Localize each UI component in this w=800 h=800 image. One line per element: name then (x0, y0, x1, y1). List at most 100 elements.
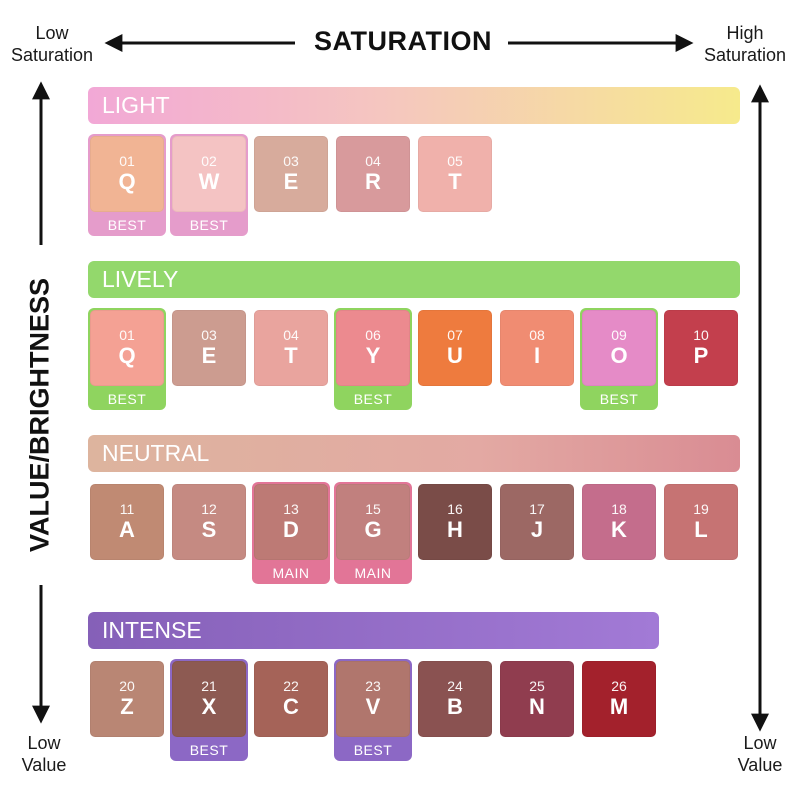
color-swatch: 12 S (172, 484, 246, 560)
color-swatch: 09 O (582, 310, 656, 386)
color-swatch: 04 R (336, 136, 410, 212)
swatch-letter: L (694, 517, 708, 542)
group-band-neutral: NEUTRAL (88, 435, 740, 472)
swatch-letter: E (283, 169, 299, 194)
color-swatch: 17 J (500, 484, 574, 560)
color-swatch: 18 K (582, 484, 656, 560)
swatch-light-w[interactable]: 02 W BEST (170, 134, 248, 236)
group-band-lively: LIVELY (88, 261, 740, 298)
swatch-intense-v[interactable]: 23 V BEST (334, 659, 412, 761)
swatch-intense-z[interactable]: 20 Z (88, 659, 166, 739)
swatch-light-t[interactable]: 05 T (416, 134, 494, 214)
color-swatch: 16 H (418, 484, 492, 560)
swatch-tag-best: BEST (189, 217, 229, 233)
swatch-number: 06 (365, 327, 381, 343)
swatch-neutral-s[interactable]: 12 S (170, 482, 248, 562)
swatch-letter: U (447, 343, 463, 368)
swatch-tag-main: MAIN (272, 565, 310, 581)
swatch-letter: O (610, 343, 628, 368)
color-swatch: 05 T (418, 136, 492, 212)
swatch-number: 11 (119, 501, 135, 517)
color-swatch: 06 Y (336, 310, 410, 386)
swatch-letter: J (530, 517, 544, 542)
group-band-label: NEUTRAL (102, 440, 210, 466)
swatch-neutral-h[interactable]: 16 H (416, 482, 494, 562)
swatch-light-q[interactable]: 01 Q BEST (88, 134, 166, 236)
color-swatch: 01 Q (90, 136, 164, 212)
group-band-label: INTENSE (102, 617, 202, 643)
swatch-intense-c[interactable]: 22 C (252, 659, 330, 739)
swatch-neutral-d[interactable]: 13 D MAIN (252, 482, 330, 584)
swatch-neutral-j[interactable]: 17 J (498, 482, 576, 562)
swatch-letter: T (284, 343, 298, 368)
swatch-lively-o[interactable]: 09 O BEST (580, 308, 658, 410)
swatch-letter: P (693, 343, 709, 368)
swatch-intense-m[interactable]: 26 M (580, 659, 658, 739)
swatch-number: 18 (611, 501, 627, 517)
group-band-label: LIGHT (102, 92, 170, 118)
high-saturation-label: High Saturation (703, 23, 787, 65)
swatch-number: 07 (447, 327, 463, 343)
swatch-letter: Y (365, 343, 381, 368)
swatch-number: 12 (201, 501, 217, 517)
swatch-number: 10 (693, 327, 709, 343)
swatch-neutral-k[interactable]: 18 K (580, 482, 658, 562)
swatch-tag-best: BEST (107, 217, 147, 233)
swatch-lively-u[interactable]: 07 U (416, 308, 494, 388)
swatch-tag-best: BEST (107, 391, 147, 407)
swatch-intense-x[interactable]: 21 X BEST (170, 659, 248, 761)
swatch-lively-p[interactable]: 10 P (662, 308, 740, 388)
swatch-neutral-g[interactable]: 15 G MAIN (334, 482, 412, 584)
swatch-number: 20 (119, 678, 135, 694)
swatch-intense-b[interactable]: 24 B (416, 659, 494, 739)
group-band-label: LIVELY (102, 266, 179, 292)
swatch-letter: I (533, 343, 541, 368)
swatch-light-e[interactable]: 03 E (252, 134, 330, 214)
swatch-letter: Z (120, 694, 134, 719)
swatch-neutral-l[interactable]: 19 L (662, 482, 740, 562)
swatch-neutral-a[interactable]: 11 A (88, 482, 166, 562)
swatch-number: 21 (201, 678, 217, 694)
swatch-number: 19 (693, 501, 709, 517)
color-swatch: 11 A (90, 484, 164, 560)
swatch-letter: A (119, 517, 135, 542)
swatch-number: 03 (201, 327, 217, 343)
color-swatch: 20 Z (90, 661, 164, 737)
group-band-light: LIGHT (88, 87, 740, 124)
swatch-tag-main: MAIN (354, 565, 392, 581)
swatch-number: 02 (201, 153, 217, 169)
swatch-letter: M (609, 694, 629, 719)
low-value-left-label: Low Value (21, 733, 67, 775)
swatch-letter: W (198, 169, 220, 194)
swatch-tag-best: BEST (353, 742, 393, 758)
swatch-number: 05 (447, 153, 463, 169)
color-swatch: 21 X (172, 661, 246, 737)
swatch-number: 23 (365, 678, 381, 694)
swatch-letter: X (201, 694, 217, 719)
group-band-intense: INTENSE (88, 612, 659, 649)
swatch-light-r[interactable]: 04 R (334, 134, 412, 214)
swatch-number: 01 (119, 153, 135, 169)
swatch-number: 22 (283, 678, 299, 694)
swatch-letter: E (201, 343, 217, 368)
color-swatch: 25 N (500, 661, 574, 737)
swatch-number: 03 (283, 153, 299, 169)
swatch-lively-i[interactable]: 08 I (498, 308, 576, 388)
swatch-letter: T (448, 169, 462, 194)
color-swatch: 22 C (254, 661, 328, 737)
swatch-letter: D (283, 517, 299, 542)
swatch-intense-n[interactable]: 25 N (498, 659, 576, 739)
swatch-lively-e[interactable]: 03 E (170, 308, 248, 388)
swatch-lively-t[interactable]: 04 T (252, 308, 330, 388)
swatch-letter: H (447, 517, 463, 542)
swatch-number: 01 (119, 327, 135, 343)
swatch-letter: B (447, 694, 463, 719)
swatch-number: 24 (447, 678, 463, 694)
swatch-number: 26 (611, 678, 627, 694)
swatch-lively-y[interactable]: 06 Y BEST (334, 308, 412, 410)
swatch-lively-q[interactable]: 01 Q BEST (88, 308, 166, 410)
color-swatch: 10 P (664, 310, 738, 386)
swatch-letter: S (201, 517, 217, 542)
swatch-number: 04 (365, 153, 381, 169)
